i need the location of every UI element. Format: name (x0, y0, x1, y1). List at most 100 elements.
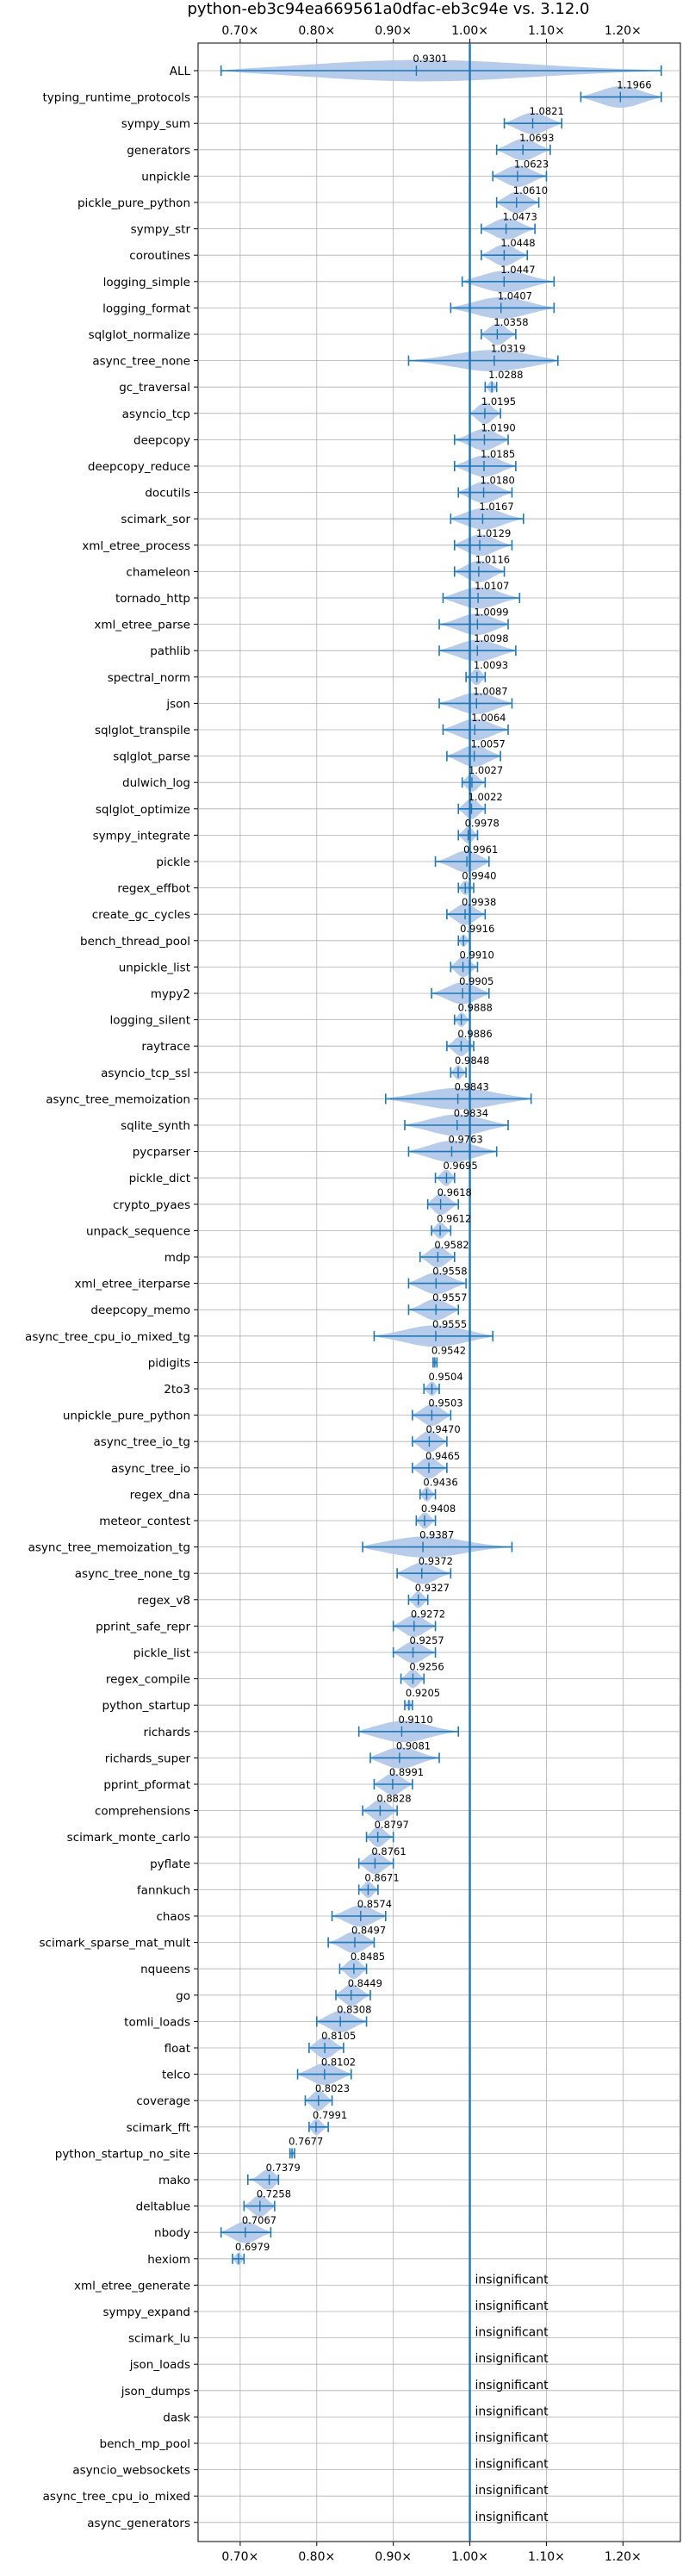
benchmark-label: unpickle_list (119, 961, 190, 974)
benchmark-label: regex_effbot (117, 882, 190, 896)
benchmark-label: xml_etree_process (82, 539, 190, 553)
value-label: 1.0027 (469, 764, 503, 776)
value-label: 0.7067 (242, 2214, 276, 2226)
value-label: 1.0288 (488, 369, 523, 381)
benchmark-label: mako (158, 2174, 190, 2187)
benchmark-label: pickle_pure_python (78, 196, 190, 210)
benchmark-label: coverage (136, 2094, 190, 2108)
benchmark-label: 2to3 (164, 1383, 190, 1397)
x-tick-label-top: 0.70× (221, 24, 258, 38)
value-label: 0.9470 (425, 1423, 460, 1435)
value-label: 0.8497 (351, 1925, 386, 1937)
value-label: 0.9905 (459, 975, 493, 987)
benchmark-label: typing_runtime_protocols (43, 91, 191, 105)
value-label: 0.8828 (376, 1793, 411, 1805)
benchmark-label: xml_etree_parse (94, 619, 190, 632)
x-tick-label-top: 1.20× (605, 24, 642, 38)
benchmark-label: xml_etree_generate (74, 2279, 190, 2293)
benchmark-label: logging_silent (110, 1014, 190, 1028)
benchmark-label: sympy_expand (102, 2305, 190, 2319)
value-label: 0.9848 (455, 1055, 489, 1067)
benchmark-label: hexiom (147, 2253, 190, 2267)
value-label: 1.0087 (473, 685, 507, 697)
benchmark-label: json (165, 697, 190, 711)
benchmark-label: unpack_sequence (86, 1224, 190, 1238)
value-label: 1.0319 (491, 343, 525, 355)
benchmark-label: sqlglot_transpile (95, 724, 190, 737)
benchmark-label: async_tree_memoization_tg (28, 1541, 190, 1555)
benchmark-label: logging_format (102, 302, 190, 315)
benchmark-label: pathlib (150, 644, 190, 658)
benchmark-label: scimark_fft (127, 2121, 190, 2135)
value-label: 1.1966 (617, 79, 651, 91)
value-label: 0.8797 (375, 1819, 409, 1831)
value-label: 0.7677 (289, 2135, 323, 2147)
benchmark-label: pidigits (148, 1356, 190, 1370)
plot-frame (197, 42, 681, 2542)
insignificant-label: insignificant (475, 2484, 549, 2498)
benchmark-label: dulwich_log (122, 776, 190, 790)
value-label: 0.9465 (425, 1450, 460, 1462)
value-label: 0.8023 (315, 2082, 350, 2094)
value-label: 0.7258 (257, 2188, 291, 2200)
value-label: 1.0098 (474, 632, 508, 644)
value-label: 0.9205 (406, 1687, 440, 1699)
insignificant-label: insignificant (475, 2379, 549, 2392)
benchmark-label: async_tree_none_tg (75, 1567, 190, 1581)
value-label: 0.8671 (364, 1871, 399, 1883)
value-label: 0.9940 (462, 870, 496, 882)
value-label: 0.9436 (423, 1476, 457, 1488)
value-label: 0.8485 (351, 1951, 385, 1963)
benchmark-label: crypto_pyaes (113, 1198, 190, 1212)
value-label: 1.0473 (503, 211, 537, 223)
benchmark-label: pprint_safe_repr (96, 1620, 190, 1633)
value-label: 0.9110 (398, 1714, 432, 1726)
value-label: 1.0693 (519, 132, 554, 144)
value-label: 0.9557 (432, 1291, 467, 1304)
benchmark-label: regex_dna (130, 1488, 190, 1502)
value-label: 1.0447 (500, 264, 535, 276)
benchmark-label: sqlite_synth (121, 1119, 190, 1133)
benchmark-label: richards_super (105, 1752, 191, 1765)
value-label: 0.8991 (389, 1766, 424, 1778)
benchmark-label: pycparser (133, 1146, 191, 1160)
value-label: 0.9695 (443, 1160, 477, 1172)
x-tick-label-top: 1.00× (451, 24, 488, 38)
x-tick-label-top: 0.80× (298, 24, 335, 38)
benchmark-label: richards (144, 1726, 190, 1739)
benchmark-label: ALL (170, 65, 191, 78)
violins (220, 59, 662, 2266)
x-tick-label-top: 0.90× (375, 24, 412, 38)
benchmark-label: pyflate (150, 1857, 190, 1871)
value-label: 0.9327 (415, 1582, 450, 1594)
value-label: 1.0129 (476, 527, 511, 539)
ticks: 0.70× 0.70× 0.80× 0.80× 0.90× 0.90× 1.00× 1.00×… (194, 24, 642, 2564)
value-label: 1.0821 (530, 105, 564, 117)
benchmark-label: coroutines (129, 249, 190, 263)
value-label: 0.9834 (454, 1107, 488, 1119)
value-label: 1.0623 (514, 158, 549, 170)
labels: ALL 0.9301 typing_runtime_protocols 1.1966 s… (25, 53, 652, 2530)
benchmark-label: asyncio_tcp (122, 408, 190, 421)
benchmark-label: logging_simple (103, 276, 190, 289)
value-label: 1.0107 (475, 580, 509, 592)
benchmark-label: pickle_dict (129, 1172, 190, 1185)
benchmark-label: meteor_contest (99, 1515, 190, 1528)
benchmark-label: pickle (156, 856, 190, 869)
benchmark-label: tomli_loads (124, 2015, 190, 2029)
x-tick-label-bottom: 0.70× (221, 2550, 258, 2564)
value-label: 0.9542 (431, 1344, 466, 1356)
benchmark-label: regex_v8 (137, 1594, 190, 1608)
benchmark-label: python_startup_no_site (55, 2147, 190, 2161)
value-label: 1.0064 (471, 712, 506, 724)
benchmark-label: gc_traversal (119, 381, 190, 395)
value-label: 0.9916 (460, 923, 494, 935)
value-label: 0.7379 (266, 2162, 301, 2174)
x-tick-label-top: 1.10× (528, 24, 565, 38)
value-label: 1.0093 (474, 659, 508, 671)
benchmark-label: deltablue (136, 2200, 190, 2214)
value-label: 0.9582 (434, 1239, 469, 1251)
benchmark-label: sqlglot_parse (113, 750, 190, 764)
insignificant-label: insignificant (475, 2405, 549, 2418)
